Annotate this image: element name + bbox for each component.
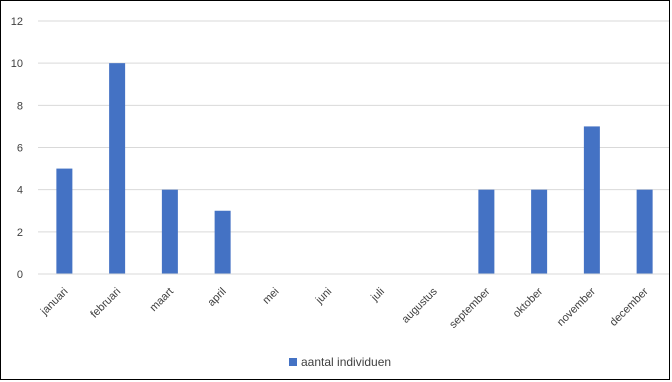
x-tick-label-september: september	[447, 285, 492, 330]
bar-oktober	[531, 189, 548, 274]
bar-september	[478, 189, 495, 274]
x-tick-label-juli: juli	[368, 286, 387, 305]
legend-label: aantal individuen	[301, 355, 391, 369]
x-tick-label-juni: juni	[313, 286, 334, 307]
bar-maart	[161, 189, 178, 274]
bar-april	[214, 210, 231, 274]
y-tick-label: 12	[11, 16, 23, 28]
gridlines	[38, 20, 669, 233]
legend: aantal individuen	[289, 355, 391, 369]
x-tick-label-december: december	[608, 285, 651, 328]
bar-december	[636, 189, 653, 274]
bar-november	[583, 126, 600, 275]
x-axis-tick-labels: januari februari maart april mei juni juli augu…	[38, 285, 651, 331]
legend-swatch	[289, 358, 297, 366]
y-tick-label: 6	[17, 143, 23, 155]
x-tick-label-april: april	[206, 286, 229, 309]
y-tick-label: 8	[17, 100, 23, 112]
y-tick-label: 10	[11, 58, 23, 70]
x-tick-label-maart: maart	[148, 286, 176, 314]
x-tick-label-mei: mei	[260, 286, 281, 307]
x-tick-label-februari: februari	[88, 286, 123, 321]
x-tick-label-november: november	[555, 285, 598, 328]
x-tick-label-oktober: oktober	[511, 285, 546, 320]
y-tick-label: 0	[17, 269, 23, 281]
bar-januari	[56, 168, 73, 274]
x-tick-label-januari: januari	[38, 286, 71, 319]
y-tick-label: 4	[17, 185, 23, 197]
bars	[56, 63, 653, 275]
x-tick-label-augustus: augustus	[400, 285, 440, 325]
y-axis-tick-labels: 0 2 4 6 8 10 12	[11, 16, 23, 281]
y-tick-label: 2	[17, 227, 23, 239]
bar-februari	[109, 63, 126, 274]
